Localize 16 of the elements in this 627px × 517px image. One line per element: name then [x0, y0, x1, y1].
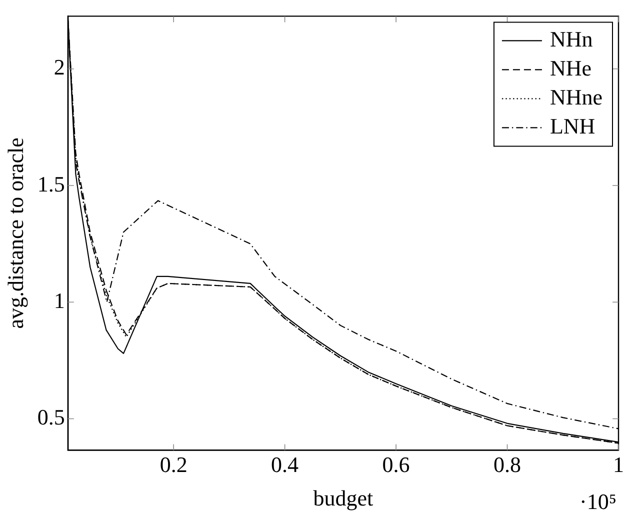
- y-tick-label: 2: [54, 54, 65, 80]
- y-tick-label: 1.5: [37, 171, 65, 196]
- y-axis-title: avg.distance to oracle: [2, 138, 28, 329]
- x-tick-label: 0.6: [382, 452, 410, 478]
- legend-label: NHn: [550, 26, 593, 52]
- text: ·10⁵: [580, 489, 616, 514]
- x-tick-label: 0.2: [160, 452, 188, 478]
- legend-label: LNH: [550, 113, 596, 138]
- legend-label: NHne: [550, 84, 603, 110]
- y-tick-label: 0.5: [37, 404, 65, 430]
- x-axis-title: budget: [313, 486, 374, 511]
- y-tick-label: 1: [54, 288, 65, 313]
- x-tick-label: 0.4: [271, 452, 299, 478]
- legend-label: NHe: [550, 55, 592, 80]
- x-tick-label: 0.8: [494, 452, 522, 478]
- x-tick-label: 1: [613, 452, 624, 478]
